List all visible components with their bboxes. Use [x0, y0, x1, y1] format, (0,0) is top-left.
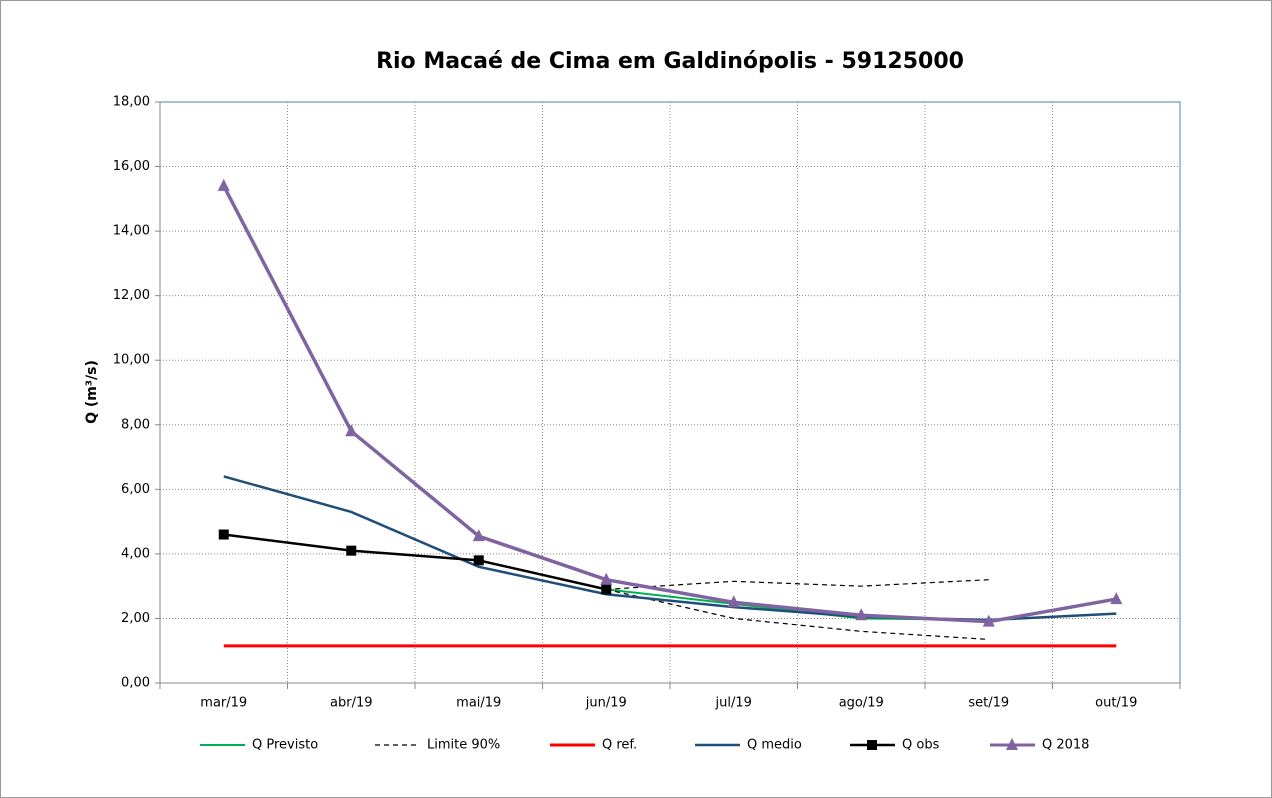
series-line: [606, 588, 989, 641]
series-line: [222, 185, 1117, 624]
x-tick-label: ago/19: [839, 696, 884, 711]
marker-triangle: [855, 608, 868, 621]
marker-triangle: [1110, 592, 1123, 605]
x-tick-label: jul/19: [715, 696, 752, 711]
y-tick-label: 12,00: [113, 288, 150, 303]
legend-label: Q 2018: [1042, 738, 1089, 753]
marker-square: [218, 529, 229, 540]
legend-label: Q medio: [747, 738, 802, 753]
y-tick-label: 8,00: [121, 417, 150, 432]
y-tick-label: 6,00: [121, 482, 150, 497]
x-tick-label: mar/19: [200, 696, 247, 711]
marker-triangle: [600, 572, 613, 585]
marker-triangle: [982, 614, 995, 627]
y-tick-label: 0,00: [121, 676, 150, 691]
legend-label: Limite 90%: [427, 738, 500, 753]
x-tick-label: out/19: [1095, 696, 1137, 711]
y-axis-label: Q (m³/s): [84, 360, 100, 424]
marker-square: [601, 584, 612, 595]
x-tick-label: jun/19: [585, 696, 627, 711]
y-tick-label: 16,00: [113, 159, 150, 174]
x-tick-label: mai/19: [456, 696, 501, 711]
marker-square: [867, 740, 877, 750]
marker-square: [473, 555, 484, 566]
x-tick-label: set/19: [968, 696, 1009, 711]
y-tick-label: 4,00: [121, 546, 150, 561]
y-tick-label: 18,00: [113, 95, 150, 110]
series-line: [606, 579, 989, 590]
marker-triangle: [1006, 738, 1018, 750]
x-tick-label: abr/19: [330, 696, 373, 711]
marker-triangle: [345, 424, 358, 437]
legend-label: Q ref.: [602, 738, 637, 753]
series-line: [223, 533, 607, 591]
marker-triangle: [472, 529, 485, 542]
marker-triangle: [727, 595, 740, 608]
marker-triangle: [217, 178, 230, 191]
y-tick-label: 10,00: [113, 353, 150, 368]
y-tick-label: 2,00: [121, 611, 150, 626]
marker-square: [346, 545, 357, 556]
legend-label: Q obs: [902, 738, 940, 753]
legend-label: Q Previsto: [252, 738, 318, 753]
y-tick-label: 14,00: [113, 224, 150, 239]
chart-title: Rio Macaé de Cima em Galdinópolis - 5912…: [376, 49, 964, 74]
